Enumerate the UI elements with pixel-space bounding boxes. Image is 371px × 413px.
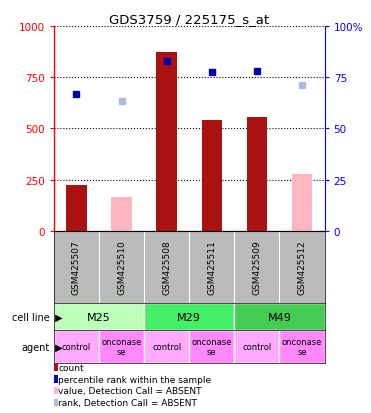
Bar	[189, 330, 234, 363]
Bar	[234, 304, 325, 330]
Text: GSM425508: GSM425508	[162, 240, 171, 295]
Text: cell line: cell line	[12, 312, 50, 322]
Text: percentile rank within the sample: percentile rank within the sample	[59, 375, 211, 384]
Bar	[54, 330, 99, 363]
Text: count: count	[59, 363, 84, 372]
Bar	[201, 121, 222, 231]
Text: M25: M25	[87, 312, 111, 322]
Text: agent: agent	[22, 342, 50, 352]
Text: onconase
se: onconase se	[101, 337, 142, 356]
Text: GSM425509: GSM425509	[252, 240, 262, 295]
Text: onconase
se: onconase se	[282, 337, 322, 356]
Text: ▶: ▶	[52, 312, 63, 322]
Bar	[157, 52, 177, 231]
Bar	[247, 118, 267, 231]
Text: onconase
se: onconase se	[191, 337, 232, 356]
Bar	[144, 304, 234, 330]
Text: M49: M49	[267, 312, 292, 322]
Bar	[144, 330, 189, 363]
Text: GSM425512: GSM425512	[298, 240, 306, 294]
Bar	[54, 304, 144, 330]
Text: M29: M29	[177, 312, 201, 322]
Bar	[234, 330, 279, 363]
Text: GSM425507: GSM425507	[72, 240, 81, 295]
Text: rank, Detection Call = ABSENT: rank, Detection Call = ABSENT	[59, 398, 197, 407]
Text: GSM425510: GSM425510	[117, 240, 126, 295]
Bar	[111, 197, 132, 231]
Bar	[279, 330, 325, 363]
Bar	[99, 330, 144, 363]
Text: ▶: ▶	[52, 342, 63, 352]
Text: control: control	[242, 342, 272, 351]
Text: value, Detection Call = ABSENT: value, Detection Call = ABSENT	[59, 386, 202, 395]
Text: GSM425511: GSM425511	[207, 240, 216, 295]
Bar	[292, 175, 312, 231]
Text: control: control	[152, 342, 181, 351]
Title: GDS3759 / 225175_s_at: GDS3759 / 225175_s_at	[109, 13, 269, 26]
Bar	[66, 185, 86, 231]
Text: control: control	[62, 342, 91, 351]
